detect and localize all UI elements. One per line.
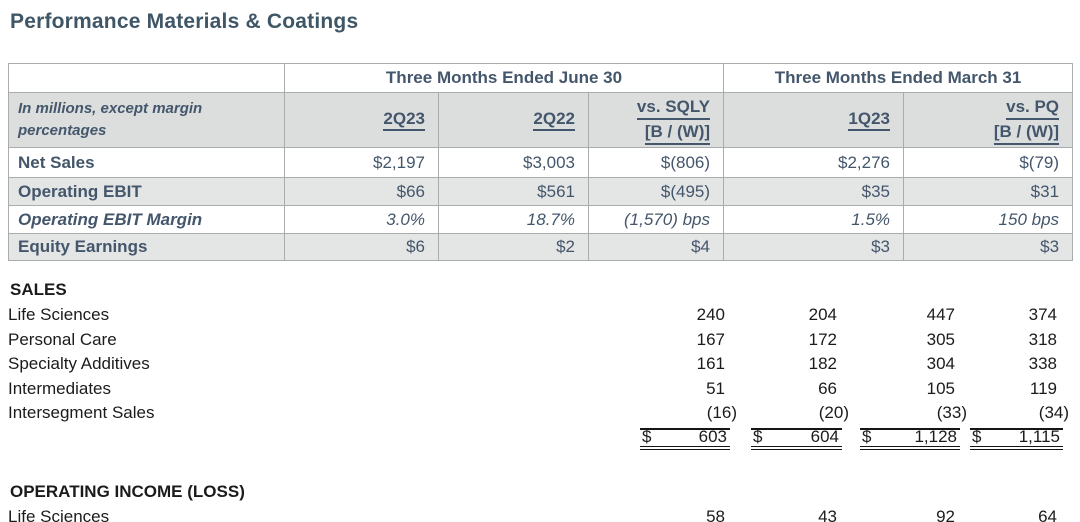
sales-section-heading-row: SALES xyxy=(8,277,1072,303)
group-header-march31: Three Months Ended March 31 xyxy=(723,63,1074,93)
value-cell: 182 xyxy=(808,354,837,374)
value-cell: $66 xyxy=(284,177,439,206)
currency-sign: $ xyxy=(862,427,872,446)
period-group-row: Three Months Ended June 30 Three Months … xyxy=(8,63,1074,93)
value-cell: (1,570) bps xyxy=(587,205,725,234)
value-cell: 167 xyxy=(696,329,725,349)
value-cell: $2 xyxy=(438,233,589,261)
value-cell: $(495) xyxy=(587,177,725,206)
row-label: Operating EBIT Margin xyxy=(8,205,285,234)
total-value: 1,115 xyxy=(1018,427,1060,446)
value-cell: 1.5% xyxy=(723,205,905,234)
value-cell: (20) xyxy=(818,403,849,423)
value-cell: 447 xyxy=(926,305,955,325)
operating-income-heading: OPERATING INCOME (LOSS) xyxy=(10,481,245,501)
value-cell: 3.0% xyxy=(284,205,439,234)
segment-summary-table: Three Months Ended June 30 Three Months … xyxy=(8,63,1074,261)
column-header-2q22: 2Q22 xyxy=(438,92,589,148)
value-cell: 64 xyxy=(1038,506,1058,522)
row-label: Operating EBIT xyxy=(8,177,285,206)
row-label: Life Sciences xyxy=(8,506,110,522)
value-cell: $(79) xyxy=(903,147,1074,178)
value-cell: 43 xyxy=(818,506,837,522)
total-value: 603 xyxy=(698,427,727,446)
column-header-row: In millions, except margin percentages 2… xyxy=(8,92,1074,148)
value-cell: $2,276 xyxy=(723,147,905,178)
value-cell: 66 xyxy=(818,378,837,398)
value-cell: 204 xyxy=(808,305,837,325)
section-spacer xyxy=(8,452,1072,479)
value-cell: $2,197 xyxy=(284,147,439,178)
row-label: Specialty Additives xyxy=(8,354,150,374)
net-sales-row: Net Sales $2,197 $3,003 $(806) $2,276 $(… xyxy=(8,147,1074,178)
value-cell: $561 xyxy=(438,177,589,206)
row-label: Intersegment Sales xyxy=(8,403,155,423)
operating-ebit-row: Operating EBIT $66 $561 $(495) $35 $31 xyxy=(8,177,1074,206)
value-cell: 338 xyxy=(1028,354,1058,374)
column-header-vs-sqly: vs. SQLY [B / (W)] xyxy=(587,92,725,148)
value-cell: 150 bps xyxy=(903,205,1074,234)
value-cell: $(806) xyxy=(587,147,725,178)
row-label: Equity Earnings xyxy=(8,233,285,261)
total-value: 1,128 xyxy=(914,427,957,446)
currency-sign: $ xyxy=(753,427,763,446)
sales-total-row: $ 603 $ 604 $ 1,128 $ 1,115 xyxy=(8,426,1072,452)
sales-row-life-sciences: Life Sciences 240 204 447 374 xyxy=(8,303,1072,328)
value-cell: $6 xyxy=(284,233,439,261)
sales-row-intersegment: Intersegment Sales (16) (20) (33) (34) xyxy=(8,401,1072,426)
value-cell: 58 xyxy=(706,506,725,522)
value-cell: 374 xyxy=(1028,305,1058,325)
column-header-vs-pq: vs. PQ [B / (W)] xyxy=(903,92,1074,148)
sales-heading: SALES xyxy=(10,280,67,299)
operating-ebit-margin-row: Operating EBIT Margin 3.0% 18.7% (1,570)… xyxy=(8,205,1074,234)
value-cell: $3 xyxy=(903,233,1074,261)
operating-income-row-life-sciences: Life Sciences 58 43 92 64 xyxy=(8,505,1072,522)
currency-sign: $ xyxy=(972,427,982,446)
sales-row-intermediates: Intermediates 51 66 105 119 xyxy=(8,377,1072,402)
value-cell: 92 xyxy=(936,506,955,522)
value-cell: 161 xyxy=(696,354,725,374)
value-cell: 51 xyxy=(706,378,725,398)
value-cell: 18.7% xyxy=(438,205,589,234)
row-label: Life Sciences xyxy=(8,305,110,325)
value-cell: 305 xyxy=(926,329,955,349)
equity-earnings-row: Equity Earnings $6 $2 $4 $3 $3 xyxy=(8,233,1074,261)
page-title: Performance Materials & Coatings xyxy=(10,10,359,33)
row-label: Intermediates xyxy=(8,378,111,398)
value-cell: (16) xyxy=(706,403,737,423)
column-header-1q23: 1Q23 xyxy=(723,92,905,148)
value-cell: $3 xyxy=(723,233,905,261)
value-cell: $35 xyxy=(723,177,905,206)
empty-corner-cell xyxy=(8,63,285,93)
total-cell: $ 1,128 xyxy=(852,426,970,452)
value-cell: 105 xyxy=(926,378,955,398)
total-cell: $ 603 xyxy=(635,426,740,452)
value-cell: (33) xyxy=(936,403,967,423)
sales-detail-table: SALES Life Sciences 240 204 447 374 Pers… xyxy=(8,277,1072,522)
value-cell: $3,003 xyxy=(438,147,589,178)
sales-row-personal-care: Personal Care 167 172 305 318 xyxy=(8,328,1072,353)
value-cell: 119 xyxy=(1029,378,1058,398)
value-cell: $31 xyxy=(903,177,1074,206)
units-note: In millions, except margin percentages xyxy=(18,99,203,140)
total-cell: $ 1,115 xyxy=(970,426,1072,452)
value-cell: 304 xyxy=(926,354,955,374)
total-value: 604 xyxy=(810,427,839,446)
group-header-june30: Three Months Ended June 30 xyxy=(283,63,725,93)
column-header-2q23: 2Q23 xyxy=(284,92,439,148)
units-note-cell: In millions, except margin percentages xyxy=(8,92,285,148)
value-cell: 240 xyxy=(696,305,725,325)
value-cell: $4 xyxy=(587,233,725,261)
value-cell: 318 xyxy=(1028,329,1058,349)
operating-income-heading-row: OPERATING INCOME (LOSS) xyxy=(8,479,1072,505)
total-cell: $ 604 xyxy=(740,426,852,452)
row-label: Net Sales xyxy=(8,147,285,178)
sales-row-specialty-additives: Specialty Additives 161 182 304 338 xyxy=(8,352,1072,377)
currency-sign: $ xyxy=(642,427,652,446)
row-label: Personal Care xyxy=(8,329,117,349)
value-cell: (34) xyxy=(1038,403,1070,423)
value-cell: 172 xyxy=(808,329,837,349)
